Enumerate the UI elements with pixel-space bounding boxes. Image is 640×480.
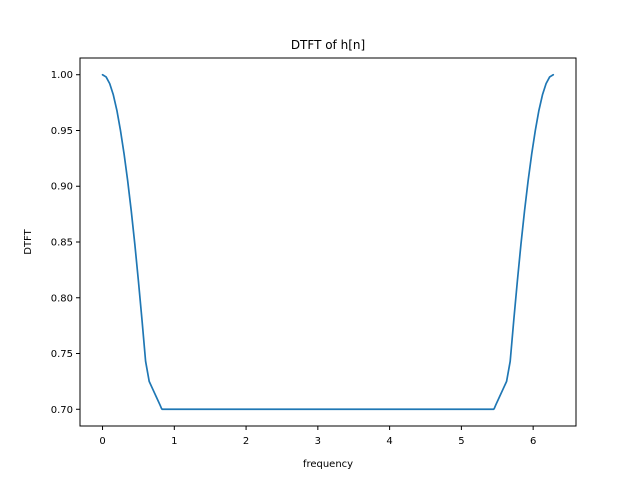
y-axis: 0.70 0.75 0.80 0.85 0.90 0.95 1.00	[51, 70, 80, 416]
chart-title: DTFT of h[n]	[291, 38, 365, 52]
y-tick-label: 0.85	[51, 238, 73, 249]
x-tick-label: 1	[171, 436, 177, 447]
y-tick-label: 0.95	[51, 126, 73, 137]
y-axis-label: DTFT	[23, 228, 34, 254]
y-tick-label: 0.80	[51, 293, 73, 304]
x-tick-label: 5	[458, 436, 464, 447]
dtft-series-line	[101, 73, 555, 411]
x-axis-label: frequency	[303, 459, 353, 470]
x-tick-label: 2	[243, 436, 249, 447]
plot-frame	[79, 57, 577, 427]
x-axis: 0 1 2 3 4 5 6	[99, 426, 536, 447]
y-tick-label: 0.70	[51, 405, 73, 416]
x-tick-label: 6	[530, 436, 536, 447]
plot-area: 0 1 2 3 4 5 6 0.70 0.75 0.80 0.85 0.90 0.95 1.00	[51, 57, 577, 447]
y-tick-label: 0.75	[51, 349, 73, 360]
x-tick-label: 4	[386, 436, 392, 447]
x-tick-label: 3	[315, 436, 321, 447]
x-tick-label: 0	[99, 436, 105, 447]
y-tick-label: 0.90	[51, 182, 73, 193]
y-tick-label: 1.00	[51, 70, 73, 81]
